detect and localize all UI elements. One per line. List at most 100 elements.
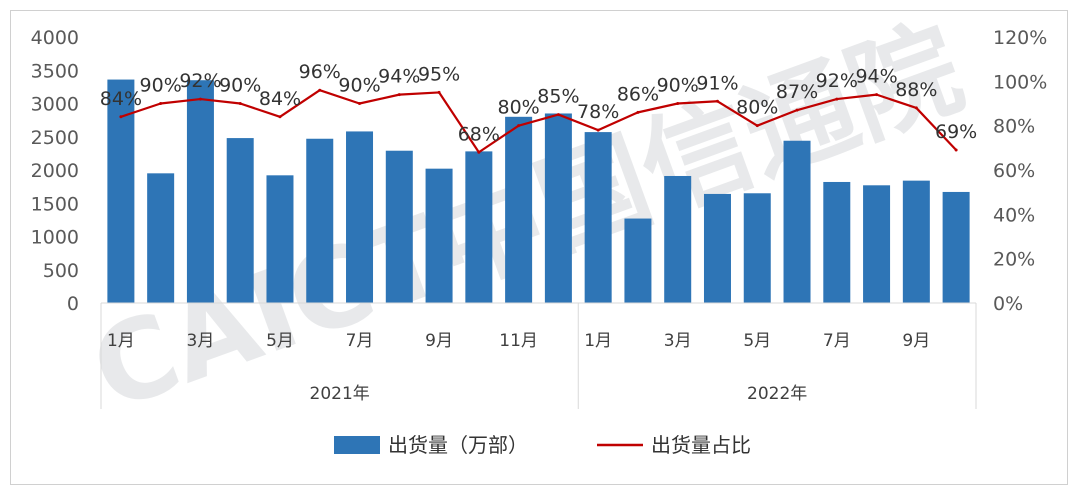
line-point-20	[914, 106, 918, 110]
bar-3	[226, 138, 254, 303]
line-point-12	[596, 128, 600, 132]
chart: CAICT中国信通院050010001500200025003000350040…	[31, 11, 1048, 457]
line-point-11	[556, 113, 560, 117]
line-point-13	[636, 110, 640, 114]
line-point-0	[119, 115, 123, 119]
line-point-15	[715, 99, 719, 103]
bar-2	[186, 80, 214, 303]
x-tick-label: 3月	[187, 331, 215, 351]
data-label: 86%	[617, 83, 659, 105]
line-point-6	[358, 102, 362, 105]
line-point-1	[159, 102, 163, 105]
y-left-tick: 3000	[31, 94, 79, 116]
data-label: 90%	[219, 75, 261, 97]
line-point-2	[198, 97, 202, 101]
data-label: 87%	[776, 81, 818, 103]
bar-19	[863, 185, 891, 303]
bar-13	[624, 218, 652, 303]
y-left-tick: 0	[67, 293, 79, 315]
data-label: 92%	[816, 70, 858, 92]
bar-5	[306, 138, 334, 303]
data-label: 94%	[378, 66, 420, 88]
x-tick-label: 5月	[266, 331, 294, 351]
line-point-8	[437, 90, 441, 94]
line-point-5	[318, 88, 322, 92]
x-tick-label: 1月	[584, 331, 612, 351]
line-point-16	[755, 124, 759, 128]
line-series	[120, 89, 957, 154]
line-point-4	[278, 115, 282, 119]
line-point-3	[238, 102, 242, 105]
line-point-14	[676, 102, 680, 105]
x-tick-label: 7月	[346, 331, 374, 351]
x-tick-label: 3月	[664, 331, 692, 351]
data-label: 68%	[458, 123, 500, 145]
data-label: 90%	[657, 75, 699, 97]
x-tick-label: 1月	[107, 331, 135, 351]
y-right-tick: 0%	[993, 293, 1023, 315]
x-tick-label: 9月	[902, 331, 930, 351]
line-point-19	[875, 93, 879, 97]
bar-10	[505, 116, 533, 303]
bar-20	[902, 180, 930, 303]
bar-15	[703, 193, 731, 303]
bar-21	[942, 191, 970, 303]
bar-7	[385, 150, 413, 303]
bar-14	[664, 175, 692, 303]
legend-label-bar: 出货量（万部）	[388, 433, 528, 457]
bar-18	[823, 181, 851, 303]
group-label: 2021年	[310, 384, 370, 404]
data-label: 80%	[497, 97, 539, 119]
bar-8	[425, 168, 453, 303]
data-label: 84%	[259, 88, 301, 110]
y-right-tick: 120%	[993, 27, 1047, 49]
data-label: 91%	[696, 72, 738, 94]
data-label: 92%	[179, 70, 221, 92]
line-point-18	[835, 97, 839, 101]
y-left-tick: 500	[43, 260, 79, 282]
bar-11	[544, 113, 572, 303]
x-tick-label: 5月	[743, 331, 771, 351]
data-label: 78%	[577, 101, 619, 123]
x-tick-label: 7月	[823, 331, 851, 351]
y-left-tick: 4000	[31, 27, 79, 49]
x-tick-label: 9月	[425, 331, 453, 351]
data-label: 85%	[537, 86, 579, 108]
y-left-tick: 3500	[31, 60, 79, 82]
data-label: 88%	[895, 79, 937, 101]
y-right-tick: 40%	[993, 204, 1035, 226]
data-label: 95%	[418, 63, 460, 85]
bar-12	[584, 132, 612, 303]
y-right-tick: 20%	[993, 249, 1035, 271]
bar-1	[147, 173, 175, 303]
bar-16	[743, 193, 771, 303]
data-label: 84%	[100, 88, 142, 110]
group-label: 2022年	[747, 384, 807, 404]
y-left-tick: 2000	[31, 160, 79, 182]
y-right-tick: 60%	[993, 160, 1035, 182]
bar-17	[783, 140, 811, 303]
y-left-tick: 1500	[31, 193, 79, 215]
legend-swatch-bar	[334, 436, 380, 454]
y-left-tick: 1000	[31, 227, 79, 249]
line-point-9	[477, 150, 481, 154]
data-label: 80%	[736, 97, 778, 119]
y-right-tick: 80%	[993, 116, 1035, 138]
data-label: 96%	[299, 61, 341, 83]
bar-4	[266, 175, 294, 303]
data-label: 90%	[140, 75, 182, 97]
line-point-10	[517, 124, 521, 128]
line-point-17	[795, 108, 799, 112]
bar-9	[465, 151, 493, 303]
data-label: 94%	[855, 66, 897, 88]
bar-6	[346, 131, 374, 303]
y-right-tick: 100%	[993, 71, 1047, 93]
chart-frame: CAICT中国信通院050010001500200025003000350040…	[10, 10, 1068, 485]
data-label: 69%	[935, 121, 977, 143]
legend-label-line: 出货量占比	[651, 433, 751, 457]
line-point-21	[954, 148, 958, 152]
data-label: 90%	[338, 75, 380, 97]
x-tick-label: 11月	[499, 331, 538, 351]
line-point-7	[397, 93, 401, 97]
y-left-tick: 2500	[31, 127, 79, 149]
